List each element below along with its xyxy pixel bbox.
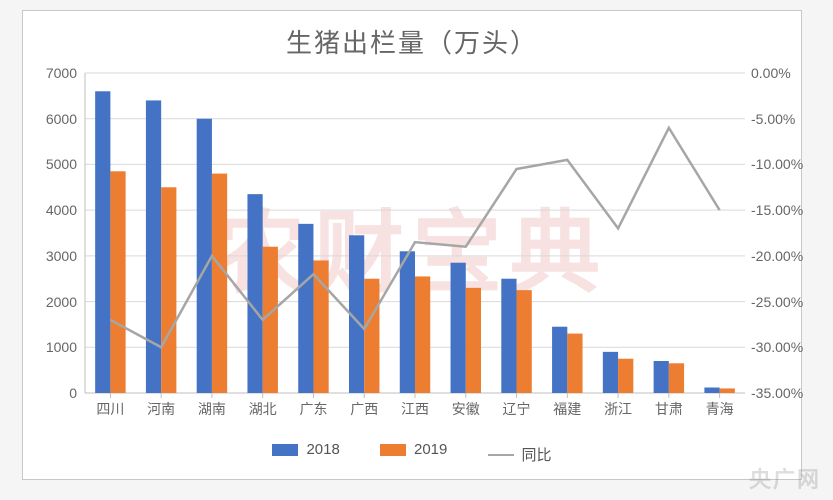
legend-label-2018: 2018 <box>306 441 339 458</box>
bar-2018 <box>451 263 466 393</box>
bar-2019 <box>618 359 633 393</box>
x-category-label: 青海 <box>706 399 734 419</box>
bar-2018 <box>603 352 618 393</box>
x-category-label: 湖南 <box>198 399 226 419</box>
legend-item-2019: 2019 <box>380 441 447 458</box>
legend-swatch-2018 <box>272 444 298 456</box>
legend-item-yoy: 同比 <box>488 444 552 465</box>
x-category-label: 浙江 <box>604 399 632 419</box>
y-left-tick: 7000 <box>27 65 77 81</box>
bar-2018 <box>501 279 516 393</box>
bar-2019 <box>263 247 278 393</box>
bar-2019 <box>161 187 176 393</box>
x-category-label: 安徽 <box>452 399 480 419</box>
y-left-tick: 3000 <box>27 248 77 264</box>
bar-2019 <box>313 260 328 393</box>
bar-2019 <box>110 171 125 393</box>
bar-2019 <box>415 276 430 393</box>
y-left-tick: 5000 <box>27 156 77 172</box>
chart-title: 生猪出栏量（万头） <box>23 23 801 60</box>
bar-2019 <box>466 288 481 393</box>
x-category-label: 广东 <box>299 399 327 419</box>
x-category-label: 四川 <box>96 399 124 419</box>
bar-2018 <box>197 119 212 393</box>
bar-2018 <box>146 100 161 393</box>
y-left-tick: 2000 <box>27 294 77 310</box>
y-right-tick: -10.00% <box>751 156 821 172</box>
legend-item-2018: 2018 <box>272 441 339 458</box>
chart-plot-area <box>85 73 745 393</box>
bar-2018 <box>654 361 669 393</box>
bar-2018 <box>552 327 567 393</box>
x-category-label: 广西 <box>350 399 378 419</box>
bar-2018 <box>247 194 262 393</box>
chart-card: 生猪出栏量（万头） 农财宝典 2018 2019 同比 010002000300… <box>22 10 802 480</box>
x-category-label: 江西 <box>401 399 429 419</box>
bar-2018 <box>298 224 313 393</box>
chart-svg <box>85 73 745 393</box>
y-right-tick: -5.00% <box>751 111 821 127</box>
y-left-tick: 1000 <box>27 339 77 355</box>
bar-2019 <box>212 174 227 393</box>
bar-2019 <box>720 388 735 393</box>
chart-legend: 2018 2019 同比 <box>23 441 801 465</box>
x-category-label: 辽宁 <box>503 399 531 419</box>
bar-2019 <box>567 334 582 393</box>
x-category-label: 福建 <box>553 399 581 419</box>
y-right-tick: -30.00% <box>751 339 821 355</box>
x-category-label: 河南 <box>147 399 175 419</box>
bar-2018 <box>400 251 415 393</box>
bar-2019 <box>669 363 684 393</box>
bar-2019 <box>364 279 379 393</box>
x-category-label: 甘肃 <box>655 399 683 419</box>
legend-swatch-2019 <box>380 444 406 456</box>
bar-2018 <box>95 91 110 393</box>
y-right-tick: 0.00% <box>751 65 821 81</box>
legend-label-yoy: 同比 <box>522 444 552 465</box>
y-left-tick: 6000 <box>27 111 77 127</box>
corner-watermark: 央广网 <box>749 462 821 494</box>
y-right-tick: -15.00% <box>751 202 821 218</box>
y-right-tick: -25.00% <box>751 294 821 310</box>
bar-2018 <box>704 388 719 393</box>
y-left-tick: 0 <box>27 385 77 401</box>
x-category-label: 湖北 <box>249 399 277 419</box>
legend-swatch-yoy <box>488 454 514 456</box>
y-left-tick: 4000 <box>27 202 77 218</box>
legend-label-2019: 2019 <box>414 441 447 458</box>
y-right-tick: -20.00% <box>751 248 821 264</box>
bar-2019 <box>517 290 532 393</box>
y-right-tick: -35.00% <box>751 385 821 401</box>
